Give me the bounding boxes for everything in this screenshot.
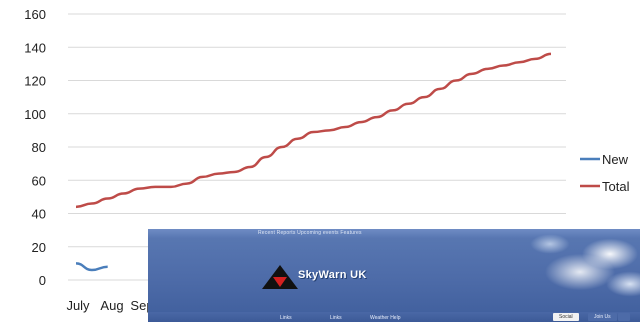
series-line-total bbox=[75, 52, 552, 209]
y-tick-label: 20 bbox=[32, 240, 46, 255]
y-tick-label: 80 bbox=[32, 140, 46, 155]
nav-item-links-1[interactable]: Links bbox=[280, 315, 292, 321]
legend-label-total: Total bbox=[602, 179, 630, 194]
y-tick-label: 140 bbox=[24, 40, 46, 55]
banner-nav-bar: Links Links Weather Help Social Join Us bbox=[148, 312, 640, 322]
x-axis-ticks: July Aug Sep bbox=[66, 298, 153, 313]
clouds-image bbox=[530, 229, 640, 304]
x-tick-label: Sep bbox=[130, 298, 153, 313]
y-axis-ticks: 0 20 40 60 80 100 120 140 160 bbox=[24, 7, 46, 288]
brand-name: SkyWarn UK bbox=[298, 269, 367, 281]
banner-top-links[interactable]: Recent Reports Upcoming events Features bbox=[258, 230, 362, 236]
legend: New Total bbox=[580, 152, 630, 194]
series-line-new bbox=[75, 262, 108, 272]
social-button[interactable]: Social bbox=[553, 313, 579, 321]
y-tick-label: 60 bbox=[32, 173, 46, 188]
nav-item-weather-help[interactable]: Weather Help bbox=[370, 315, 401, 321]
banner-top-strip bbox=[148, 229, 640, 238]
legend-label-new: New bbox=[602, 152, 629, 167]
nav-button-extra[interactable] bbox=[618, 313, 630, 321]
x-tick-label: Aug bbox=[100, 298, 123, 313]
y-tick-label: 40 bbox=[32, 207, 46, 222]
series-lines bbox=[75, 52, 552, 272]
join-us-button[interactable]: Join Us bbox=[588, 313, 617, 321]
y-tick-label: 0 bbox=[39, 273, 46, 288]
x-tick-label: July bbox=[66, 298, 90, 313]
skywarn-logo-icon bbox=[262, 265, 298, 289]
y-tick-label: 160 bbox=[24, 7, 46, 22]
website-banner-overlay: Recent Reports Upcoming events Features … bbox=[148, 229, 640, 322]
nav-item-links-2[interactable]: Links bbox=[330, 315, 342, 321]
y-tick-label: 120 bbox=[24, 74, 46, 89]
y-tick-label: 100 bbox=[24, 107, 46, 122]
